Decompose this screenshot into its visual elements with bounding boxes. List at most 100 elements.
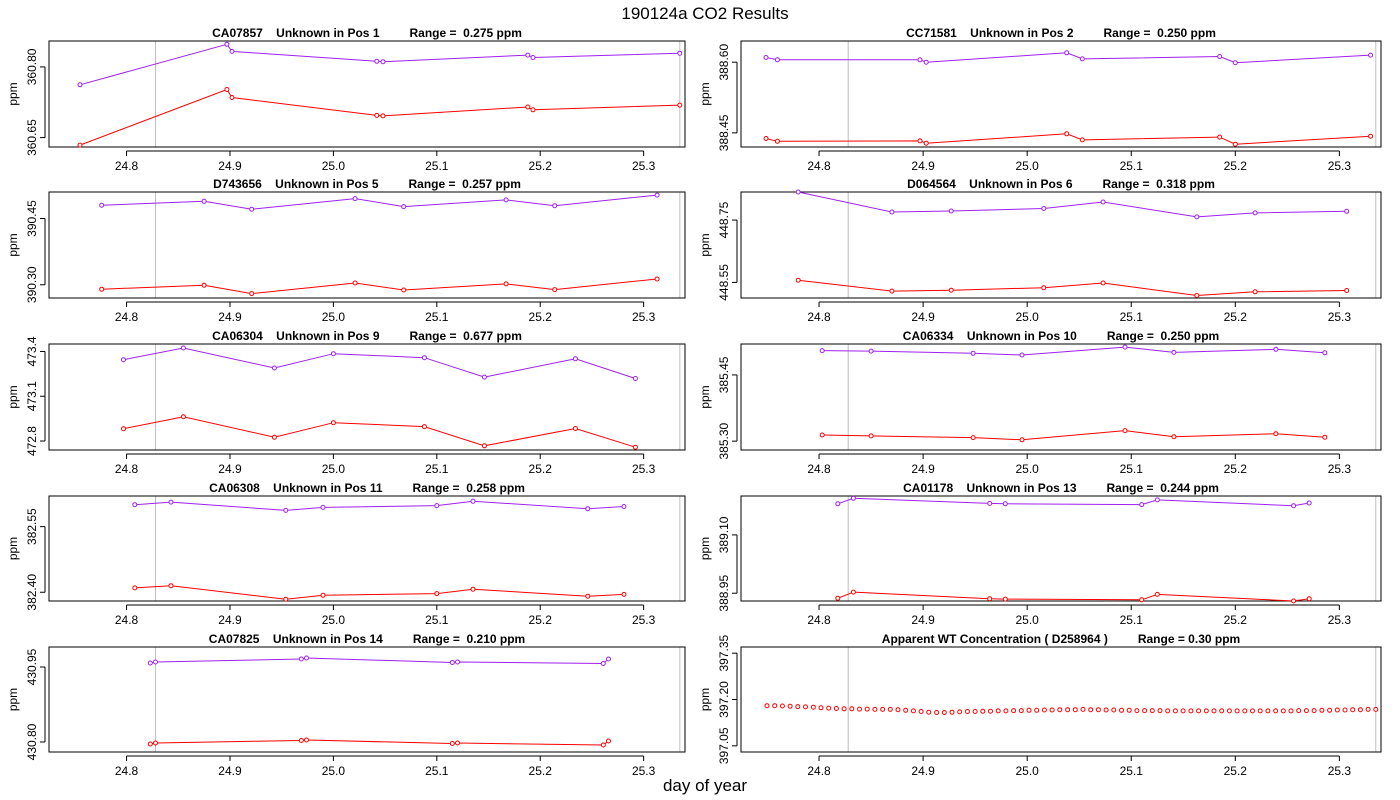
series-line — [150, 657, 609, 665]
x-tick-label: 24.8 — [807, 159, 831, 173]
data-point — [572, 426, 578, 431]
data-point — [1139, 502, 1145, 508]
panel-title: D064564 Unknown in Pos 6 Range = 0.318 p… — [907, 177, 1215, 191]
x-tick-label: 25.1 — [1120, 764, 1144, 778]
data-point — [1100, 199, 1106, 205]
data-point — [600, 742, 606, 748]
series-upper — [763, 50, 1374, 66]
data-point — [374, 112, 380, 118]
x-tick-label: 25.1 — [425, 159, 449, 173]
x-tick-label: 25.0 — [1015, 159, 1039, 173]
data-point — [481, 374, 487, 380]
y-axis-label: ppm — [6, 537, 20, 560]
data-point — [1273, 346, 1279, 352]
series-lower — [99, 276, 660, 297]
data-point — [1126, 707, 1132, 713]
x-tick-label: 25.3 — [632, 310, 656, 324]
data-point — [910, 708, 916, 714]
x-tick-label: 25.2 — [1224, 613, 1248, 627]
data-point — [1265, 708, 1271, 714]
data-point — [1203, 708, 1209, 714]
y-tick-label: 448.55 — [717, 264, 731, 301]
data-point — [449, 741, 455, 746]
data-point — [872, 706, 878, 712]
x-tick-label: 24.8 — [115, 462, 139, 476]
data-point — [923, 140, 929, 146]
data-point — [434, 591, 440, 597]
data-point — [1322, 350, 1328, 356]
data-point — [970, 350, 976, 356]
data-point — [1226, 708, 1232, 714]
x-tick-label: 24.8 — [115, 613, 139, 627]
data-point — [271, 434, 277, 440]
data-point — [470, 586, 476, 592]
series-line — [79, 43, 680, 86]
series-lower — [819, 428, 1328, 443]
data-point — [677, 50, 683, 56]
data-point — [1134, 708, 1140, 714]
data-point — [1142, 708, 1148, 714]
x-tick-label: 25.0 — [322, 159, 346, 173]
plot-frame — [48, 191, 686, 299]
panel-title: CC71581 Unknown in Pos 2 Range = 0.250 p… — [906, 26, 1216, 40]
x-tick-label: 25.1 — [1120, 159, 1144, 173]
panel-title: CA06334 Unknown in Pos 10 Range = 0.250 … — [903, 329, 1219, 343]
data-point — [606, 656, 611, 662]
data-point — [271, 365, 277, 371]
data-point — [1079, 56, 1085, 62]
data-point — [132, 502, 138, 508]
y-tick-label: 388.95 — [717, 575, 731, 612]
data-point — [1157, 708, 1163, 714]
y-axis-label: ppm — [6, 385, 20, 408]
data-point — [572, 356, 578, 362]
data-point — [470, 498, 476, 504]
data-point — [1034, 707, 1040, 713]
data-point — [1322, 434, 1328, 440]
data-point — [201, 282, 207, 288]
x-tick-label: 25.3 — [1328, 764, 1352, 778]
series-line — [798, 279, 1347, 297]
plot-frame — [48, 495, 686, 602]
data-point — [1019, 352, 1025, 358]
data-point — [1273, 708, 1279, 714]
x-tick-label: 25.3 — [632, 159, 656, 173]
panel-2: CC71581 Unknown in Pos 2 Range = 0.250 p… — [698, 26, 1382, 173]
data-point — [320, 504, 326, 510]
data-point — [1171, 434, 1177, 440]
y-tick-label: 390.30 — [25, 266, 39, 303]
data-point — [481, 443, 487, 449]
panel-7: CA06308 Unknown in Pos 11 Range = 0.258 … — [6, 481, 686, 627]
panel-title: CA07857 Unknown in Pos 1 Range = 0.275 p… — [212, 26, 522, 40]
data-point — [380, 59, 386, 65]
x-axis-label: day of year — [663, 776, 747, 795]
series-upper — [132, 498, 627, 513]
y-axis-label: ppm — [6, 82, 20, 105]
data-point — [632, 376, 638, 381]
data-point — [1234, 708, 1240, 714]
x-tick-label: 25.0 — [1015, 764, 1039, 778]
data-point — [964, 709, 970, 714]
x-tick-label: 25.0 — [322, 613, 346, 627]
data-point — [1368, 133, 1374, 139]
data-point — [654, 276, 660, 282]
panel-9: CA07825 Unknown in Pos 14 Range = 0.210 … — [6, 632, 686, 778]
data-point — [1232, 141, 1238, 147]
y-axis-label: ppm — [698, 537, 712, 560]
data-point — [677, 102, 683, 108]
data-point — [525, 104, 531, 110]
data-point — [180, 414, 186, 420]
data-point — [995, 708, 1001, 714]
data-point — [1122, 428, 1128, 434]
data-point — [941, 710, 947, 715]
data-point — [434, 503, 440, 509]
x-tick-label: 25.1 — [425, 764, 449, 778]
x-tick-label: 25.3 — [1328, 310, 1352, 324]
data-point — [1344, 208, 1350, 214]
data-point — [153, 659, 158, 665]
data-point — [833, 706, 839, 711]
data-point — [1165, 708, 1171, 714]
data-point — [1327, 707, 1333, 713]
data-point — [1011, 708, 1017, 714]
data-point — [1003, 708, 1009, 714]
y-tick-label: 430.95 — [25, 648, 39, 685]
